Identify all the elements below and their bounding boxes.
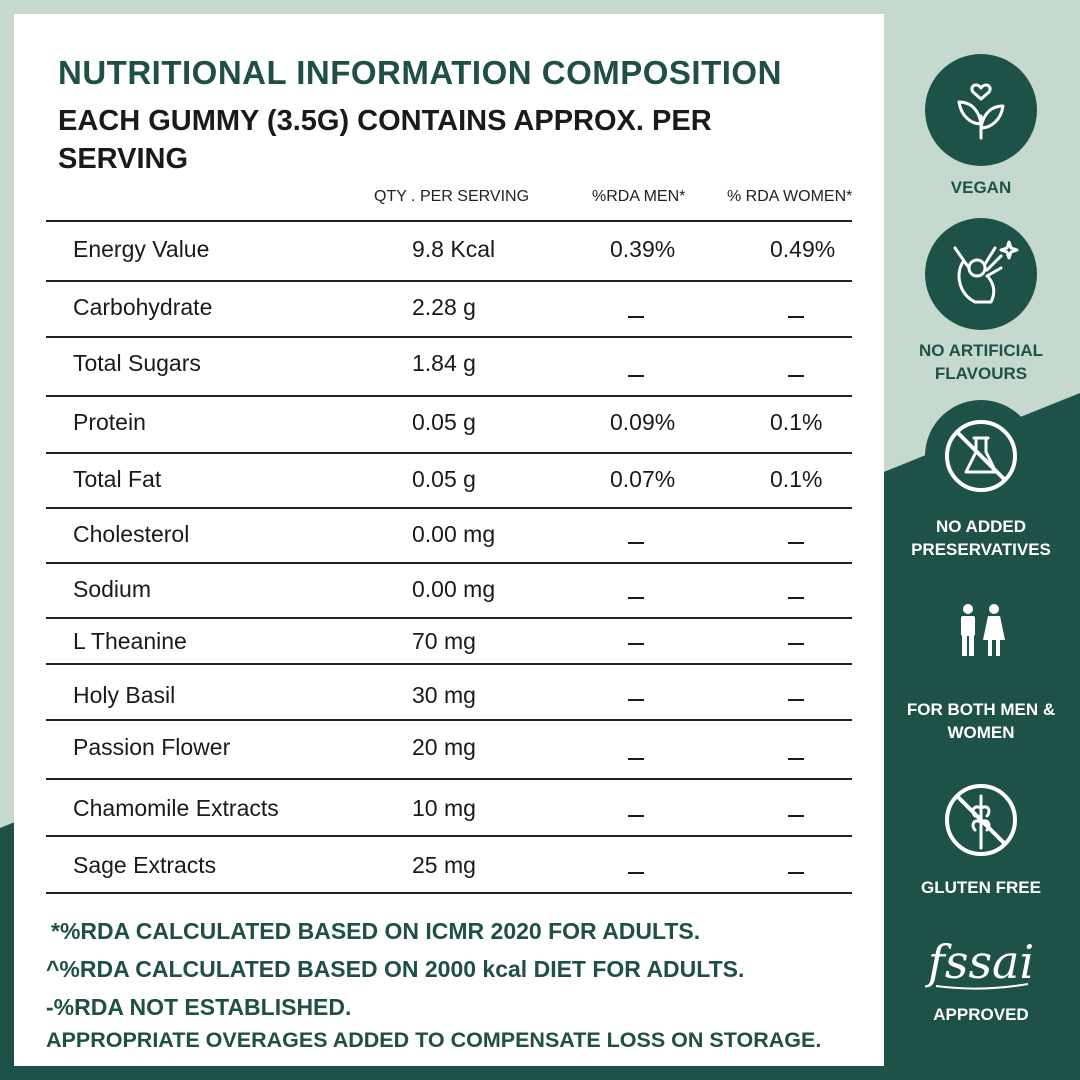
nutrient-qty: 2.28 g — [412, 294, 476, 320]
badge-label: GLUTEN FREE — [921, 878, 1041, 897]
table-row-rule — [46, 663, 852, 665]
no-wheat-icon — [925, 776, 1037, 888]
badge-vegan: VEGAN — [896, 54, 1066, 204]
table-row-rule — [46, 617, 852, 619]
nutrient-qty: 9.8 Kcal — [412, 236, 496, 262]
not-established-dash — [788, 699, 804, 701]
rda-men: 0.39% — [610, 236, 676, 262]
table-row-rule — [46, 562, 852, 564]
nutrient-qty: 0.00 mg — [412, 521, 496, 547]
no-flask-icon — [925, 400, 1037, 512]
nutrient-qty: 0.00 mg — [412, 576, 496, 602]
ok-hand-icon — [925, 218, 1037, 330]
badge-no-artificial-flavours: NO ARTIFICIAL FLAVOURS — [896, 218, 1066, 388]
nutrient-name: Cholesterol — [73, 521, 190, 547]
badge-label: NO ADDED PRESERVATIVES — [911, 517, 1051, 559]
badge-label: FOR BOTH MEN & WOMEN — [906, 700, 1056, 742]
not-established-dash — [788, 872, 804, 874]
badge-label: VEGAN — [950, 178, 1012, 197]
nutrient-qty: 25 mg — [412, 852, 476, 878]
not-established-dash — [628, 316, 644, 318]
nutrient-name: Holy Basil — [73, 682, 176, 708]
badge-men-women: FOR BOTH MEN & WOMEN — [896, 578, 1066, 748]
not-established-dash — [788, 758, 804, 760]
footnote: -%RDA NOT ESTABLISHED. — [46, 994, 352, 1020]
nutrient-qty: 70 mg — [412, 628, 476, 654]
fssai-logo: fssai — [896, 930, 1066, 996]
table-row-rule — [46, 452, 852, 454]
nutrient-name: Total Sugars — [73, 350, 201, 376]
not-established-dash — [788, 316, 804, 318]
not-established-dash — [788, 375, 804, 377]
rda-women: 0.1% — [770, 466, 823, 492]
not-established-dash — [788, 542, 804, 544]
nutrient-qty: 0.05 g — [412, 466, 476, 492]
not-established-dash — [628, 699, 644, 701]
table-row-rule — [46, 892, 852, 894]
table-row-rule — [46, 778, 852, 780]
footnote: APPROPRIATE OVERAGES ADDED TO COMPENSATE… — [46, 1028, 822, 1052]
nutrient-qty: 10 mg — [412, 795, 476, 821]
man-woman-icon — [925, 578, 1037, 690]
page-title: NUTRITIONAL INFORMATION COMPOSITION — [58, 54, 782, 91]
table-row-rule — [46, 336, 852, 338]
badge-gluten-free: GLUTEN FREE — [896, 776, 1066, 906]
column-header-rda-men: %RDA MEN* — [592, 188, 686, 205]
not-established-dash — [788, 643, 804, 645]
not-established-dash — [628, 542, 644, 544]
not-established-dash — [628, 758, 644, 760]
column-header-qty: QTY . PER SERVING — [374, 188, 530, 205]
nutrient-qty: 0.05 g — [412, 409, 476, 435]
nutrient-qty: 1.84 g — [412, 350, 476, 376]
badge-no-added-preservatives: NO ADDED PRESERVATIVES — [896, 400, 1066, 570]
nutrient-name: Chamomile Extracts — [73, 795, 279, 821]
nutrition-card: NUTRITIONAL INFORMATION COMPOSITION EACH… — [14, 14, 884, 1066]
table-row-rule — [46, 395, 852, 397]
footnote: *%RDA CALCULATED BASED ON ICMR 2020 FOR … — [51, 918, 701, 944]
nutrient-qty: 30 mg — [412, 682, 476, 708]
nutrient-name: Total Fat — [73, 466, 162, 492]
not-established-dash — [788, 815, 804, 817]
badge-label: NO ARTIFICIAL FLAVOURS — [918, 341, 1044, 383]
footnote: ^%RDA CALCULATED BASED ON 2000 kcal DIET… — [46, 956, 745, 982]
column-header-rda-women: % RDA WOMEN* — [727, 188, 853, 205]
table-row-rule — [46, 280, 852, 282]
nutrient-name: Sodium — [73, 576, 151, 602]
badge-label: APPROVED — [933, 1005, 1029, 1024]
rda-women: 0.1% — [770, 409, 823, 435]
not-established-dash — [628, 815, 644, 817]
nutrient-name: Sage Extracts — [73, 852, 217, 878]
badge-fssai: fssai APPROVED — [896, 930, 1066, 1030]
table-row-rule — [46, 507, 852, 509]
nutrient-name: Passion Flower — [73, 734, 231, 760]
nutrient-name: Protein — [73, 409, 146, 435]
table-top-rule — [46, 220, 852, 222]
page-subtitle: EACH GUMMY (3.5G) CONTAINS APPROX. PER S… — [58, 105, 712, 175]
nutrient-name: L Theanine — [73, 628, 187, 654]
rda-men: 0.07% — [610, 466, 676, 492]
rda-women: 0.49% — [770, 236, 836, 262]
not-established-dash — [628, 643, 644, 645]
svg-text:fssai: fssai — [925, 935, 1034, 989]
not-established-dash — [788, 597, 804, 599]
nutrient-qty: 20 mg — [412, 734, 476, 760]
nutrient-name: Energy Value — [73, 236, 210, 262]
nutrient-name: Carbohydrate — [73, 294, 213, 320]
leaf-heart-icon — [925, 54, 1037, 166]
not-established-dash — [628, 375, 644, 377]
not-established-dash — [628, 872, 644, 874]
table-row-rule — [46, 835, 852, 837]
not-established-dash — [628, 597, 644, 599]
table-row-rule — [46, 719, 852, 721]
rda-men: 0.09% — [610, 409, 676, 435]
